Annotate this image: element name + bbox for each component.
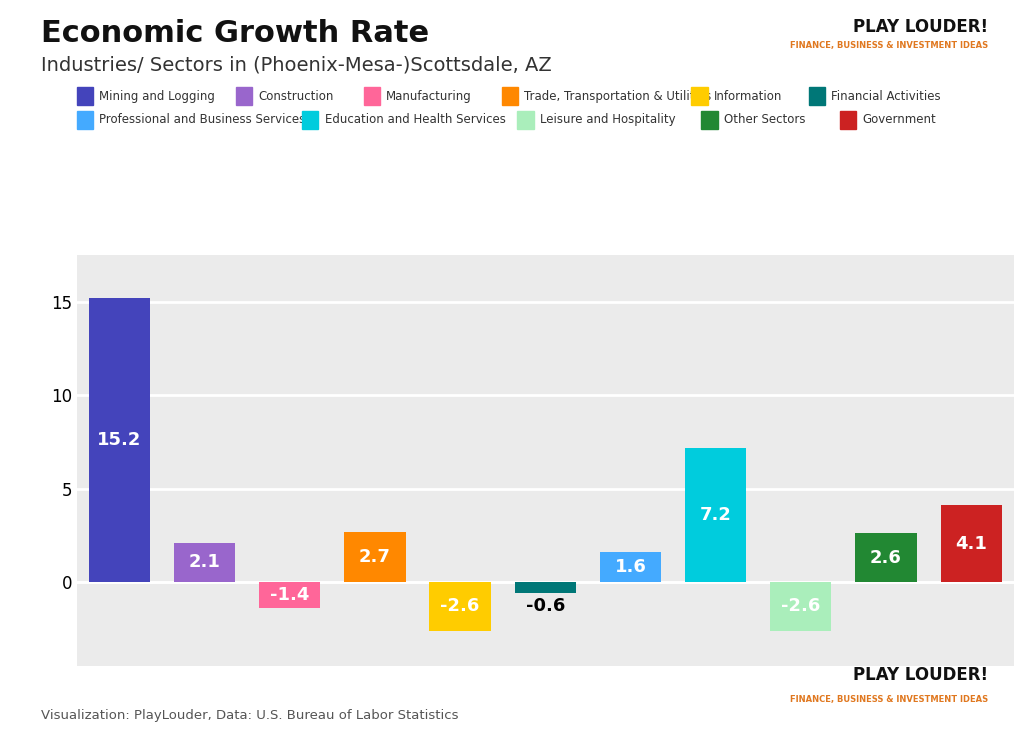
Text: -0.6: -0.6 bbox=[525, 597, 565, 615]
Bar bbox=[515, 582, 575, 593]
Text: Professional and Business Services: Professional and Business Services bbox=[99, 113, 305, 127]
Text: -2.6: -2.6 bbox=[440, 597, 480, 615]
Text: Trade, Transportation & Utilities: Trade, Transportation & Utilities bbox=[524, 90, 712, 103]
Text: Manufacturing: Manufacturing bbox=[386, 90, 472, 103]
Text: 4.1: 4.1 bbox=[955, 535, 987, 553]
Bar bbox=[259, 582, 321, 608]
Text: Visualization: PlayLouder, Data: U.S. Bureau of Labor Statistics: Visualization: PlayLouder, Data: U.S. Bu… bbox=[41, 708, 459, 722]
Bar bbox=[685, 448, 746, 582]
Text: Construction: Construction bbox=[258, 90, 334, 103]
Text: Mining and Logging: Mining and Logging bbox=[99, 90, 215, 103]
Bar bbox=[344, 531, 406, 582]
Text: Leisure and Hospitality: Leisure and Hospitality bbox=[540, 113, 675, 127]
Bar bbox=[174, 543, 236, 582]
Text: -2.6: -2.6 bbox=[781, 597, 820, 615]
Bar bbox=[855, 534, 916, 582]
Bar bbox=[600, 552, 662, 582]
Bar bbox=[89, 298, 151, 582]
Text: Economic Growth Rate: Economic Growth Rate bbox=[41, 18, 429, 47]
Text: Financial Activities: Financial Activities bbox=[831, 90, 941, 103]
Text: 2.1: 2.1 bbox=[188, 554, 220, 571]
Text: Other Sectors: Other Sectors bbox=[724, 113, 806, 127]
Text: Government: Government bbox=[862, 113, 936, 127]
Text: PLAY LOUDER!: PLAY LOUDER! bbox=[853, 18, 988, 36]
Text: 7.2: 7.2 bbox=[699, 505, 731, 524]
Bar bbox=[770, 582, 831, 630]
Text: Information: Information bbox=[714, 90, 782, 103]
Text: -1.4: -1.4 bbox=[270, 586, 309, 604]
Bar bbox=[429, 582, 490, 630]
Text: PLAY LOUDER!: PLAY LOUDER! bbox=[853, 667, 988, 684]
Text: FINANCE, BUSINESS & INVESTMENT IDEAS: FINANCE, BUSINESS & INVESTMENT IDEAS bbox=[791, 41, 988, 50]
Text: 2.6: 2.6 bbox=[870, 549, 902, 567]
Text: FINANCE, BUSINESS & INVESTMENT IDEAS: FINANCE, BUSINESS & INVESTMENT IDEAS bbox=[791, 696, 988, 704]
Text: Industries/ Sectors in (Phoenix-Mesa-)Scottsdale, AZ: Industries/ Sectors in (Phoenix-Mesa-)Sc… bbox=[41, 56, 552, 75]
Text: 15.2: 15.2 bbox=[97, 431, 141, 449]
Text: Education and Health Services: Education and Health Services bbox=[325, 113, 506, 127]
Bar bbox=[940, 505, 1001, 582]
Text: 2.7: 2.7 bbox=[359, 548, 391, 566]
Text: 1.6: 1.6 bbox=[614, 558, 646, 576]
